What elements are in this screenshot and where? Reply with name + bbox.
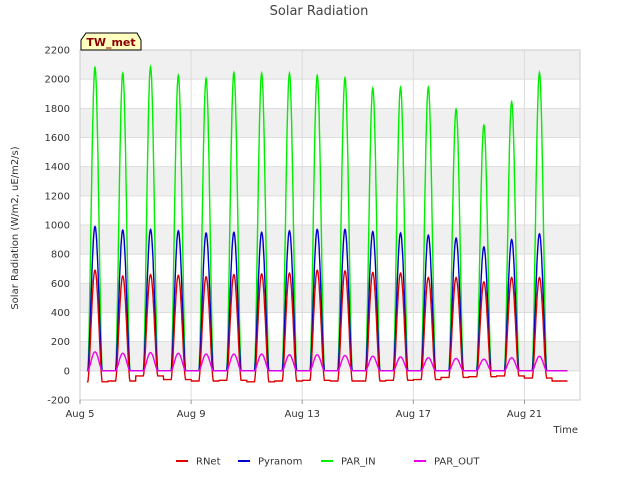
y-tick-label: 2200	[45, 46, 70, 57]
x-tick-label: Aug 13	[285, 409, 320, 420]
y-tick-label: 1400	[45, 162, 70, 173]
station-label-box	[80, 32, 142, 51]
x-axis: Aug 5 Aug 9 Aug 13 Aug 17 Aug 21	[65, 400, 542, 420]
series-layer	[86, 64, 568, 383]
y-tick-label: 1200	[45, 191, 70, 202]
legend-item-pyranom: Pyranom	[238, 457, 302, 468]
chart-title: Solar Radiation	[270, 4, 369, 19]
y-tick-label: 0	[64, 366, 70, 377]
series-line-par-out	[86, 351, 568, 372]
legend-item-par-in: PAR_IN	[321, 457, 376, 468]
y-tick-label: -200	[47, 396, 70, 407]
y-tick-label: 200	[51, 337, 70, 348]
series-line-rnet	[86, 269, 568, 383]
station-label-text: TW_met	[86, 36, 135, 49]
legend-label: RNet	[196, 457, 221, 468]
station-label: TW_met	[80, 32, 142, 51]
y-axis-title: Solar Radiation (W/m2, uE/m2/s)	[10, 146, 21, 309]
plot-band	[80, 79, 580, 109]
plot-band	[80, 283, 580, 313]
legend-item-par-out: PAR_OUT	[414, 457, 480, 468]
legend: RNet Pyranom PAR_IN PAR_OUT	[176, 457, 480, 468]
x-tick-label: Aug 5	[65, 409, 94, 420]
plot-band	[80, 341, 580, 371]
plot-band	[80, 312, 580, 342]
plot-frame	[79, 49, 581, 401]
y-tick-label: 800	[51, 250, 70, 261]
legend-item-rnet: RNet	[176, 457, 221, 468]
plot-band	[80, 108, 580, 138]
y-tick-label: 1000	[45, 221, 70, 232]
x-tick-label: Aug 21	[507, 409, 542, 420]
plot-band	[80, 137, 580, 167]
plot-band	[80, 195, 580, 225]
plot-band	[80, 225, 580, 255]
legend-label: PAR_OUT	[434, 457, 480, 468]
plot-band	[80, 50, 580, 80]
y-tick-label: 1600	[45, 133, 70, 144]
legend-label: PAR_IN	[341, 457, 376, 468]
plot-band	[80, 166, 580, 196]
y-tick-label: 600	[51, 279, 70, 290]
x-axis-title: Time	[553, 425, 578, 436]
x-tick-label: Aug 9	[177, 409, 206, 420]
y-axis: -200 0 200 400 600 800 1000 1200 1400 1600 1800 200…	[45, 46, 70, 407]
y-tick-label: 2000	[45, 75, 70, 86]
x-tick-label: Aug 17	[396, 409, 431, 420]
y-tick-label: 1800	[45, 104, 70, 115]
legend-label: Pyranom	[258, 457, 302, 468]
plot-band	[80, 254, 580, 284]
y-tick-label: 400	[51, 308, 70, 319]
